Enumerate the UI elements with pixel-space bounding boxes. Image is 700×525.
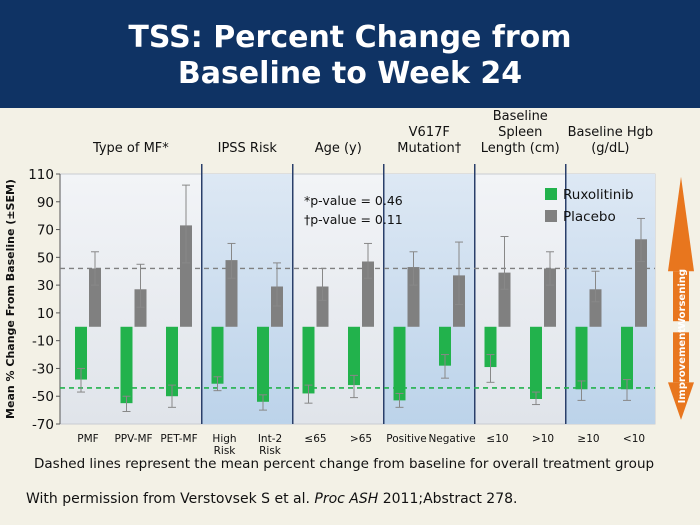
y-tick-label: 110 — [28, 167, 54, 183]
y-tick-label: 70 — [37, 223, 54, 239]
p-value-annotation: †p-value = 0.11 — [304, 212, 403, 227]
x-category-label: ≤65 — [304, 433, 326, 445]
x-category-label: Risk — [214, 445, 237, 457]
worsening-arrow-body — [673, 271, 689, 322]
ruxolitinib-bar — [166, 326, 178, 397]
x-category-label: ≤10 — [486, 433, 508, 445]
y-tick-label: 50 — [37, 250, 54, 266]
group-header-label: Type of MF* — [92, 141, 169, 156]
y-axis-label: Mean % Change From Baseline (±SEM) — [4, 179, 17, 419]
group-header-label: (g/dL) — [591, 141, 629, 156]
placebo-bar — [407, 267, 420, 327]
ruxolitinib-bar — [348, 326, 360, 386]
group-header-label: Mutation† — [397, 141, 461, 156]
x-category-label: Risk — [259, 445, 282, 457]
placebo-bar — [589, 289, 602, 327]
y-tick-label: 30 — [37, 278, 54, 294]
citation-suffix: 2011;Abstract 278. — [378, 491, 518, 507]
slide-title-line-2: Baseline to Week 24 — [177, 56, 523, 91]
x-category-label: Int-2 — [258, 433, 282, 445]
slide-title-line-1: TSS: Percent Change from — [128, 20, 572, 55]
ruxolitinib-bar — [621, 326, 633, 390]
legend-swatch-ruxolitinib — [545, 188, 557, 200]
worsening-arrow-head — [668, 176, 694, 272]
x-category-label: Negative — [428, 433, 475, 445]
x-category-label: PMF — [77, 433, 98, 445]
placebo-bar — [89, 268, 101, 327]
placebo-bar — [271, 286, 283, 327]
p-value-annotation: *p-value = 0.46 — [304, 193, 403, 208]
ruxolitinib-bar — [75, 326, 87, 380]
title-bar: TSS: Percent Change from Baseline to Wee… — [0, 0, 700, 108]
x-category-label: Positive — [386, 433, 426, 445]
legend-label-placebo: Placebo — [563, 209, 616, 225]
placebo-bar — [316, 286, 329, 327]
legend-swatch-placebo — [545, 210, 557, 222]
ruxolitinib-bar — [484, 326, 497, 368]
improvement-arrow-body — [673, 332, 689, 383]
ruxolitinib-bar — [257, 326, 269, 402]
group-header-label: Spleen — [498, 125, 542, 140]
group-header-label: IPSS Risk — [218, 141, 278, 156]
worsening-label: Worsening — [677, 269, 688, 329]
placebo-bar — [498, 272, 511, 327]
y-tick-label: -10 — [32, 334, 54, 350]
placebo-bar — [544, 268, 556, 327]
x-category-label: PET-MF — [160, 433, 197, 445]
y-tick-label: 90 — [37, 195, 54, 211]
ruxolitinib-bar — [439, 326, 451, 366]
x-category-label: ≥10 — [577, 433, 599, 445]
citation-prefix: With permission from Verstovsek S et al. — [26, 491, 315, 507]
placebo-bar — [180, 225, 192, 327]
ruxolitinib-bar — [575, 326, 588, 390]
x-category-label: High — [212, 433, 236, 445]
ruxolitinib-bar — [530, 326, 542, 399]
legend-label-ruxolitinib: Ruxolitinib — [563, 187, 634, 203]
ruxolitinib-bar — [302, 326, 315, 394]
group-header-label: Length (cm) — [481, 141, 560, 156]
improvement-label: Improvement — [677, 328, 688, 404]
improvement-arrow-head — [668, 382, 694, 420]
x-category-label: >65 — [350, 433, 372, 445]
x-category-label: >10 — [532, 433, 554, 445]
group-header-label: Age (y) — [315, 141, 362, 156]
y-tick-label: -30 — [32, 361, 54, 377]
group-header-label: Baseline Hgb — [568, 125, 654, 140]
y-tick-label: 10 — [37, 306, 54, 322]
ruxolitinib-bar — [393, 326, 406, 401]
x-category-label: PPV-MF — [114, 433, 152, 445]
citation-journal: Proc ASH — [314, 491, 379, 507]
group-header-label: V617F — [409, 125, 450, 140]
placebo-bar — [225, 260, 238, 327]
ruxolitinib-bar — [120, 326, 133, 404]
y-tick-label: -70 — [32, 417, 54, 433]
x-category-label: <10 — [623, 433, 645, 445]
y-tick-label: -50 — [32, 389, 54, 405]
ruxolitinib-bar — [211, 326, 224, 384]
group-header-label: Baseline — [493, 109, 548, 124]
citation: With permission from Verstovsek S et al.… — [26, 491, 517, 507]
footnote-dashed-lines: Dashed lines represent the mean percent … — [34, 456, 655, 472]
placebo-bar — [134, 289, 147, 327]
